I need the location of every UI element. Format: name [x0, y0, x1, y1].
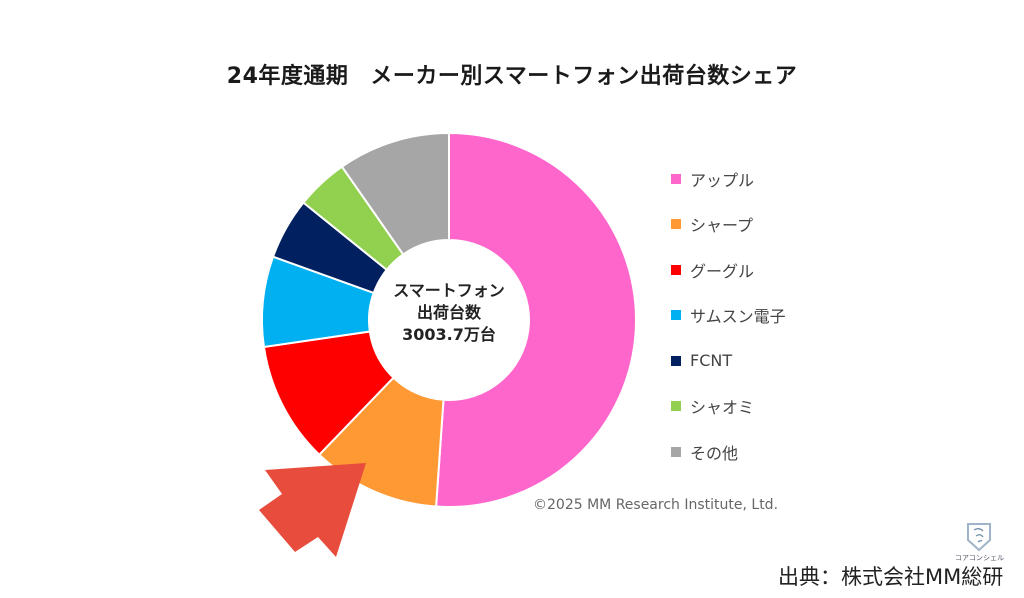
legend-item-fcnt: FCNT [671, 338, 786, 384]
donut-center-label: スマートフォン 出荷台数 3003.7万台 [369, 280, 529, 346]
legend-swatch [671, 173, 681, 184]
chart-legend: アップル シャープ グーグル サムスン電子 FCNT シャオミ その他 [671, 156, 786, 475]
donut-slice-6 [340, 131, 450, 256]
legend-item-sharp: シャープ [671, 202, 786, 248]
legend-item-xiaomi: シャオミ [671, 384, 786, 430]
legend-swatch [671, 310, 681, 321]
chart-title-main: メーカー別スマートフォン出荷台数シェア [370, 64, 798, 89]
donut-slice-0 [435, 131, 637, 508]
legend-item-apple: アップル [671, 156, 786, 202]
logo-text: コアコンシェル [955, 554, 1004, 562]
chart-title: 24年度通期 メーカー別スマートフォン出荷台数シェア [0, 58, 1024, 90]
highlight-arrow-icon [259, 463, 366, 557]
legend-item-other: その他 [671, 429, 786, 475]
chart-title-period: 24年度通期 [226, 64, 349, 89]
legend-label: その他 [690, 443, 739, 463]
legend-label: FCNT [690, 351, 733, 371]
legend-label: シャープ [690, 216, 754, 236]
legend-label: サムスン電子 [690, 307, 786, 327]
coreconcier-logo-icon [967, 523, 991, 552]
legend-swatch [671, 401, 681, 412]
center-label-line1: スマートフォン [393, 281, 505, 300]
legend-swatch [671, 264, 681, 275]
copyright-text: ©2025 MM Research Institute, Ltd. [533, 497, 779, 513]
legend-label: シャオミ [690, 398, 755, 418]
legend-swatch [671, 355, 681, 366]
legend-swatch [671, 446, 681, 457]
source-caption: 出典：株式会社MM総研 [778, 565, 1004, 589]
center-label-line2: 出荷台数 [416, 303, 481, 322]
legend-label: グーグル [690, 261, 755, 281]
legend-label: アップル [690, 170, 755, 190]
donut-slices [261, 131, 637, 508]
legend-item-google: グーグル [671, 247, 786, 293]
center-label-total: 3003.7万台 [402, 325, 496, 344]
legend-swatch [671, 219, 681, 230]
legend-item-samsung: サムスン電子 [671, 293, 786, 339]
